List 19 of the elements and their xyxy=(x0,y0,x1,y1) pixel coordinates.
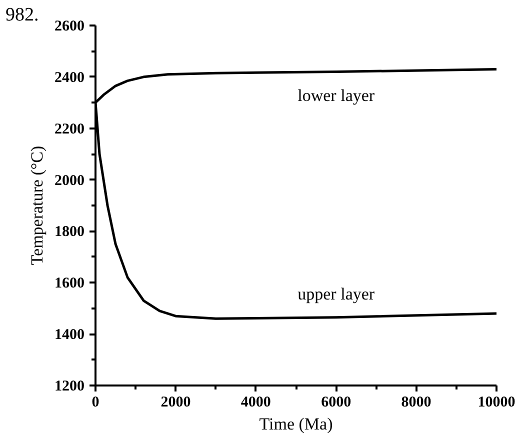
y-tick-label: 1400 xyxy=(54,327,84,344)
series-label: upper layer xyxy=(298,284,375,304)
text: 982. xyxy=(6,4,39,26)
x-tick-label: 6000 xyxy=(321,394,352,410)
x-tick-label: 4000 xyxy=(240,394,271,410)
y-axis-title: Temperature (°C) xyxy=(28,146,46,266)
y-tick-label: 1800 xyxy=(54,224,84,240)
x-tick-label: 10000 xyxy=(478,394,516,410)
y-tick-label: 1600 xyxy=(54,276,84,292)
y-tick-label: 2200 xyxy=(54,121,84,138)
x-tick-label: 2000 xyxy=(160,394,191,410)
y-tick-label: 2600 xyxy=(54,18,84,34)
x-tick-label: 0 xyxy=(92,394,100,410)
y-tick-label: 1200 xyxy=(54,378,84,394)
y-tick-label: 2400 xyxy=(54,70,84,86)
series-label: lower layer xyxy=(298,86,375,105)
x-tick-label: 8000 xyxy=(401,394,432,410)
y-tick-label: 2000 xyxy=(54,172,84,189)
x-axis-title: Time (Ma) xyxy=(259,414,333,434)
